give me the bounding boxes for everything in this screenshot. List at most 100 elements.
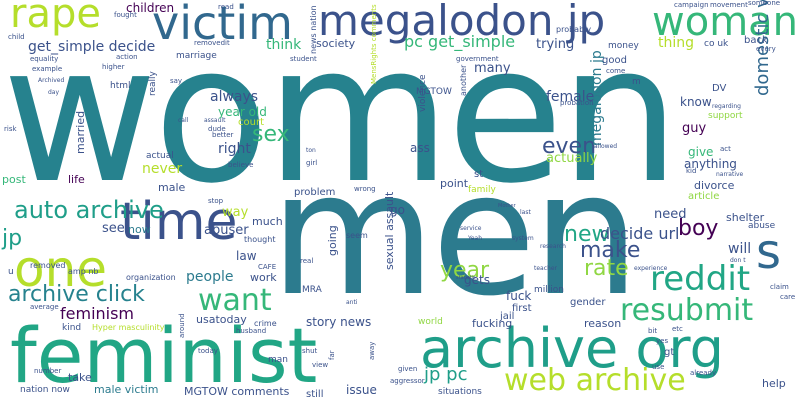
- word-fought: fought: [114, 11, 137, 19]
- word-year: year: [440, 258, 490, 283]
- word-time: time: [120, 192, 238, 252]
- word-claim: claim: [770, 283, 789, 291]
- word-come: come: [606, 67, 626, 75]
- word-actual: actual: [146, 151, 174, 161]
- word-feminism: feminism: [60, 304, 135, 323]
- word-always: always: [210, 89, 259, 105]
- word-etc: etc: [672, 325, 683, 333]
- word-family: family: [468, 185, 496, 195]
- word-boy: boy: [678, 216, 719, 241]
- word-million: million: [534, 285, 564, 295]
- word-shut: shut: [302, 347, 318, 355]
- word-movement: movement: [710, 1, 748, 9]
- word-ton: ton: [306, 147, 316, 154]
- word-way: way: [222, 205, 249, 220]
- word-u: u: [8, 267, 14, 277]
- word-system: system: [512, 235, 534, 242]
- word-work: work: [250, 271, 277, 284]
- word-children: children: [126, 1, 175, 15]
- word-hyper-masculinity: Hyper masculinity: [92, 323, 165, 332]
- word-example: example: [32, 65, 63, 73]
- word-year-old: year old: [218, 105, 267, 119]
- word-never: never: [142, 161, 183, 177]
- word-feminist: feminist: [10, 311, 318, 400]
- word-risk: risk: [4, 125, 17, 133]
- word-html: html: [110, 81, 131, 91]
- word-regarding: regarding: [712, 103, 741, 110]
- word-teacher: teacher: [534, 265, 557, 272]
- word-dude: dude: [208, 125, 226, 133]
- word-problem: problem: [294, 187, 336, 198]
- word-gender: gender: [570, 297, 606, 308]
- word-post: post: [2, 173, 26, 186]
- word-get-simple-decide: get_simple decide: [28, 39, 156, 55]
- word-many: many: [474, 61, 511, 76]
- word-amp-nb: amp nb: [68, 267, 99, 276]
- word-situations: situations: [438, 387, 482, 397]
- word-number: number: [34, 367, 62, 375]
- word-dv: DV: [712, 83, 727, 94]
- word-life: life: [68, 173, 85, 186]
- word-usatoday: usatoday: [196, 313, 247, 326]
- word-back: back: [744, 35, 768, 46]
- word-call: call: [178, 117, 189, 124]
- word-guy: guy: [682, 121, 707, 136]
- word-victim: victim: [152, 0, 293, 50]
- word-research: research: [540, 243, 566, 250]
- word-give: give: [688, 145, 714, 159]
- word-thought: thought: [244, 235, 276, 244]
- word-women: women: [2, 4, 680, 225]
- word-average: average: [30, 303, 59, 311]
- word-megalodon-jp: megalodon jp: [318, 0, 606, 45]
- word-male-victim: male victim: [94, 383, 159, 396]
- word-know: know: [680, 95, 712, 109]
- word-student: student: [290, 55, 317, 63]
- word-people: people: [186, 269, 234, 285]
- word-issue: issue: [346, 383, 377, 397]
- word-jail: jail: [500, 311, 515, 322]
- word-mgtow-comments: MGTOW comments: [184, 385, 290, 398]
- word-use: use: [652, 363, 665, 371]
- word-dont: don t: [730, 257, 746, 264]
- word-right: right: [218, 141, 251, 157]
- word-yes: yes: [656, 337, 669, 345]
- word-see: see: [102, 221, 125, 236]
- word-abuser: abuser: [204, 223, 249, 238]
- word-actually: actually: [546, 151, 598, 166]
- word-anti: anti: [346, 299, 358, 306]
- word-action: action: [116, 53, 138, 61]
- word-today: today: [198, 347, 218, 355]
- word-s: s: [756, 224, 782, 280]
- word-money: money: [608, 41, 639, 51]
- word-jp-pc: jp pc: [424, 364, 468, 385]
- word-fucking: fucking: [472, 317, 513, 330]
- word-one: one: [14, 240, 108, 298]
- word-trying: trying: [536, 37, 575, 52]
- word-society: society: [316, 37, 356, 50]
- word-believe: believe: [228, 161, 254, 169]
- word-statistic: statistic: [456, 275, 476, 281]
- word-higher: higher: [102, 63, 125, 71]
- word-decide-url: decide url: [600, 224, 680, 243]
- word-another: another: [459, 64, 468, 96]
- word-wrong: wrong: [354, 185, 376, 193]
- word-real: real: [300, 257, 314, 265]
- word-husband: husband: [236, 327, 267, 335]
- word-allowed: allowed: [594, 143, 618, 150]
- word-first: first: [512, 303, 532, 314]
- word-aggressor: aggressor: [390, 377, 425, 385]
- word-probably: probably: [556, 25, 592, 34]
- word-divorce: divorce: [694, 179, 735, 192]
- word-male: male: [158, 181, 186, 194]
- word-support: support: [708, 111, 743, 121]
- word-violence: violence: [418, 74, 428, 112]
- word-archived: Archived: [38, 77, 65, 84]
- word-resubmit: resubmit: [620, 293, 754, 328]
- word-m: m: [632, 77, 641, 87]
- word-equality: equality: [30, 55, 59, 63]
- word-fuck: fuck: [506, 289, 532, 303]
- word-menrights-comments: MensRights comments: [370, 4, 378, 84]
- word-better: better: [212, 131, 234, 139]
- word-think: think: [266, 37, 302, 53]
- word-assault: assault: [204, 117, 226, 124]
